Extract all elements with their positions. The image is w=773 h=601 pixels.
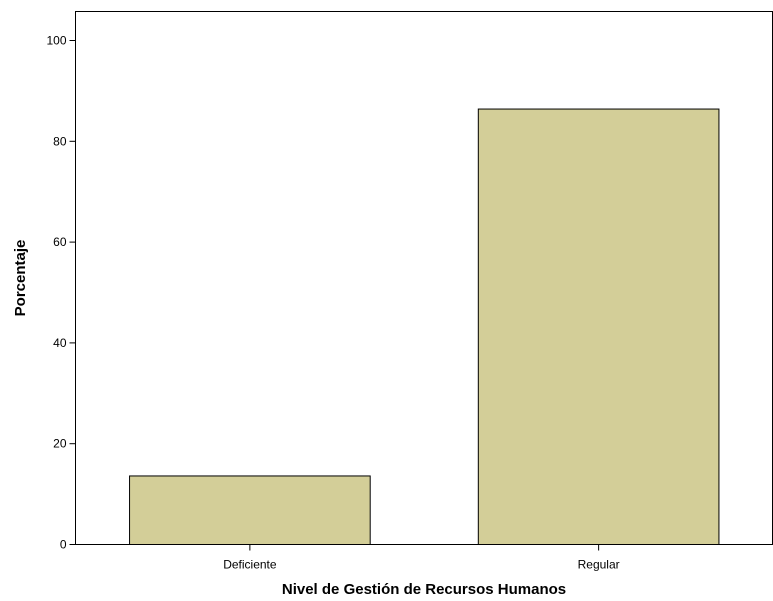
x-tick-label-deficiente: Deficiente [223,558,277,572]
x-tick-label-regular: Regular [578,558,620,572]
bars [129,108,720,545]
y-tick-label-40: 40 [53,336,67,350]
bar-regular [477,108,720,545]
x-axis-title: Nivel de Gestión de Recursos Humanos [282,581,566,598]
x-axis: Deficiente Regular [75,544,773,572]
bar-deficiente [129,475,371,545]
y-axis-title: Porcentaje [12,240,29,317]
y-tick-label-100: 100 [46,34,66,48]
y-tick-label-80: 80 [53,134,67,148]
y-tick-label-60: 60 [53,235,67,249]
y-tick-label-0: 0 [60,538,67,552]
y-axis: 0 20 40 60 80 100 [46,11,76,552]
y-tick-label-20: 20 [53,437,67,451]
